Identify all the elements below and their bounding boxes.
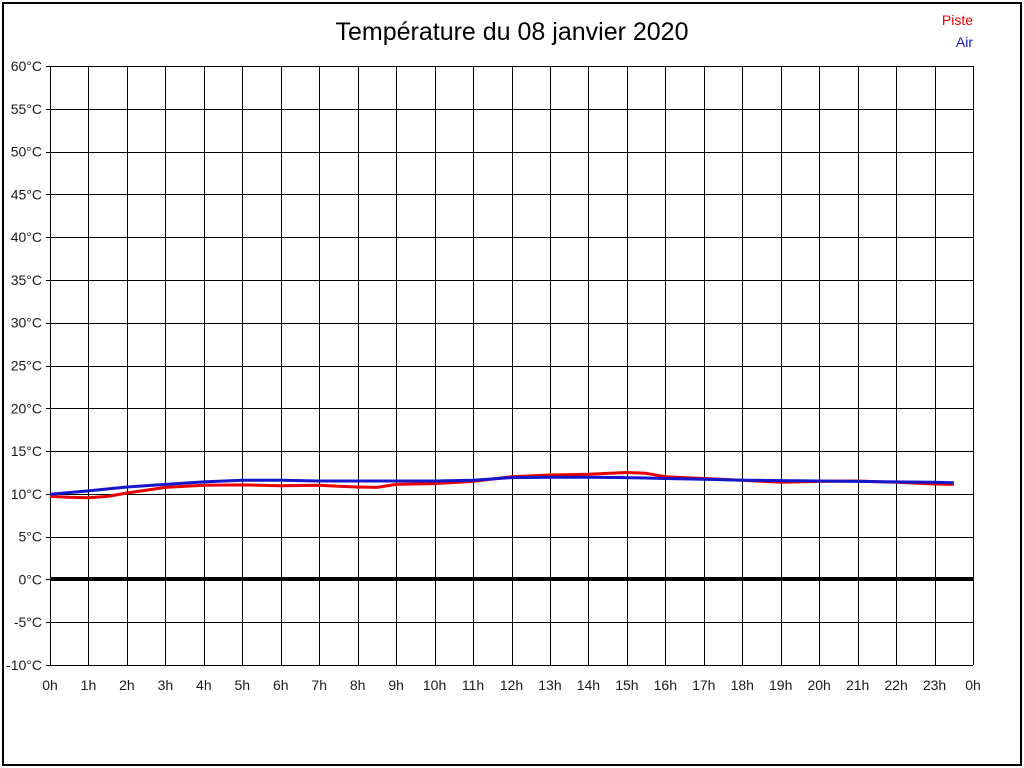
x-axis-tick-label: 12h	[500, 677, 523, 693]
x-axis-tick-label: 6h	[273, 677, 289, 693]
y-axis-tick-label: 0°C	[19, 571, 43, 587]
chart-title: Température du 08 janvier 2020	[335, 18, 689, 46]
y-axis-tick-label: 50°C	[11, 144, 42, 160]
legend-item-air: Air	[955, 34, 973, 50]
series-line-piste	[49, 471, 954, 500]
x-axis-tick-label: 1h	[81, 677, 97, 693]
x-axis-tick-label: 0h	[42, 677, 58, 693]
y-axis-tick-label: 45°C	[11, 186, 42, 202]
x-axis-tick-label: 19h	[769, 677, 792, 693]
series-line-air	[49, 475, 954, 496]
x-axis-tick-label: 20h	[807, 677, 830, 693]
x-axis-tick-label: 17h	[692, 677, 715, 693]
y-axis-tick-label: 55°C	[11, 101, 42, 117]
y-axis-tick-label: 5°C	[19, 529, 43, 545]
y-axis-tick-label: 25°C	[11, 358, 42, 374]
x-axis-tick-label: 8h	[350, 677, 366, 693]
x-axis-tick-label: 22h	[884, 677, 907, 693]
x-axis-tick-label: 3h	[158, 677, 174, 693]
x-axis-tick-label: 7h	[311, 677, 327, 693]
x-axis-tick-label: 13h	[538, 677, 561, 693]
x-axis-tick-label: 10h	[423, 677, 446, 693]
x-axis-tick-label: 0h	[965, 677, 981, 693]
x-axis-tick-label: 15h	[615, 677, 638, 693]
x-axis-tick-label: 4h	[196, 677, 212, 693]
y-axis-tick-label: 10°C	[11, 486, 42, 502]
y-axis-tick-label: 20°C	[11, 400, 42, 416]
y-axis-tick-label: 35°C	[11, 272, 42, 288]
x-axis-tick-label: 11h	[462, 677, 484, 693]
y-axis-tick-label: 15°C	[11, 443, 42, 459]
y-axis-tick-label: 60°C	[11, 58, 42, 74]
x-axis-tick-label: 5h	[235, 677, 251, 693]
y-axis-tick-label: 30°C	[11, 315, 42, 331]
x-axis-tick-label: 21h	[846, 677, 869, 693]
legend-item-piste: Piste	[941, 12, 973, 28]
y-axis-tick-label: -5°C	[14, 614, 42, 630]
y-axis-tick-label: 40°C	[11, 229, 42, 245]
x-axis-tick-label: 9h	[388, 677, 404, 693]
x-axis-tick-label: 23h	[923, 677, 946, 693]
x-axis-tick-label: 18h	[731, 677, 754, 693]
chart-legend: Piste Air	[942, 9, 973, 53]
x-axis-tick-label: 2h	[119, 677, 135, 693]
x-axis-tick-label: 16h	[654, 677, 677, 693]
x-axis-tick-label: 14h	[577, 677, 600, 693]
y-axis-tick-label: -10°C	[6, 657, 42, 673]
